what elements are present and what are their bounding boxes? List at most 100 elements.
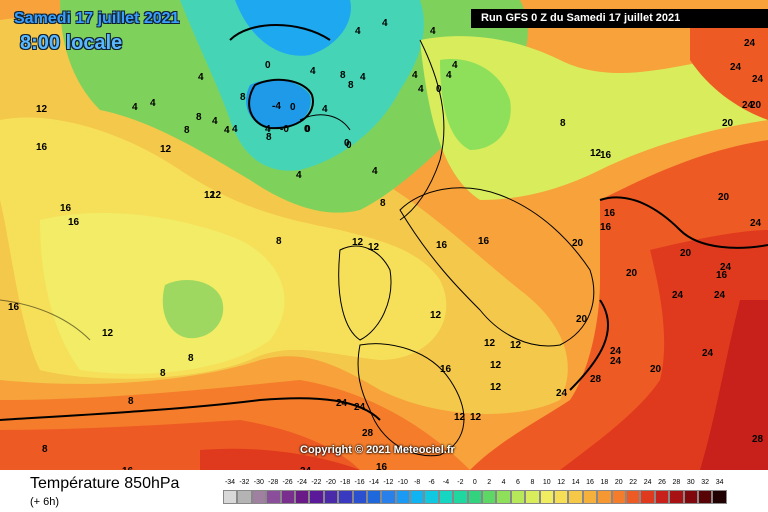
isotherm-label: 24 xyxy=(300,466,311,470)
isotherm-label: 16 xyxy=(478,236,490,247)
isotherm-label: 12 xyxy=(484,338,496,349)
isotherm-label: 12 xyxy=(454,412,466,423)
isotherm-label: 20 xyxy=(718,192,730,203)
scale-label: 30 xyxy=(686,479,695,486)
isotherm-label: 16 xyxy=(36,142,48,153)
scale-label: -2 xyxy=(457,479,464,486)
isotherm-label: 4 xyxy=(382,18,388,29)
isotherm-label: 0 xyxy=(344,138,350,149)
scale-label: -34 xyxy=(224,479,236,486)
scale-label: 28 xyxy=(672,479,681,486)
isotherm-label: 24 xyxy=(702,348,714,359)
isotherm-label: 24 xyxy=(672,290,684,301)
scale-label: -24 xyxy=(296,479,308,486)
isotherm-label: 16 xyxy=(600,222,612,233)
scale-swatch xyxy=(352,490,367,504)
isotherm-label: 24 xyxy=(730,62,742,73)
scale-swatch xyxy=(223,490,238,504)
isotherm-label: 4 xyxy=(224,125,230,136)
isotherm-label: 4 xyxy=(232,124,238,135)
isotherm-label: 12 xyxy=(204,190,216,201)
isotherm-label: 24 xyxy=(752,74,764,85)
isotherm-label: 0 xyxy=(305,124,311,135)
color-scale-bar xyxy=(223,490,727,504)
scale-label: 16 xyxy=(586,479,594,486)
scale-swatch xyxy=(467,490,483,504)
isotherm-label: 0 xyxy=(265,60,271,71)
forecast-date-title: Samedi 17 juillet 2021 xyxy=(14,10,180,27)
isotherm-label: 4 xyxy=(198,72,204,83)
scale-swatch xyxy=(496,490,511,504)
isotherm-label: 4 xyxy=(322,104,328,115)
scale-swatch xyxy=(237,490,252,504)
scale-swatch xyxy=(424,490,439,504)
isotherm-label: 8 xyxy=(196,112,202,123)
isotherm-label: 8 xyxy=(266,132,272,143)
isotherm-label: 4 xyxy=(150,98,156,109)
isotherm-label: 24 xyxy=(556,388,568,399)
isotherm-label: 16 xyxy=(8,302,20,313)
scale-swatch xyxy=(539,490,554,504)
scale-swatch xyxy=(611,490,626,504)
isotherm-label: 16 xyxy=(436,240,448,251)
isotherm-label: 28 xyxy=(752,434,764,445)
isotherm-label: 24 xyxy=(610,356,622,367)
scale-label: -22 xyxy=(311,479,322,486)
scale-label: -28 xyxy=(268,479,279,486)
scale-swatch xyxy=(525,490,540,504)
scale-label: -30 xyxy=(253,479,264,486)
scale-swatch xyxy=(712,490,727,504)
scale-swatch xyxy=(697,490,713,504)
scale-label: -16 xyxy=(354,479,365,486)
scale-label: -26 xyxy=(282,479,293,486)
isotherm-label: 20 xyxy=(722,118,734,129)
scale-label: 12 xyxy=(557,479,566,486)
scale-label: -12 xyxy=(383,479,394,486)
isotherm-label: 12 xyxy=(490,360,502,371)
isotherm-label: 16 xyxy=(122,466,133,470)
scale-swatch xyxy=(640,490,655,504)
scale-label: 6 xyxy=(516,479,520,486)
scale-label: -10 xyxy=(397,479,408,486)
isotherm-label: 4 xyxy=(372,166,378,177)
scale-label: 4 xyxy=(501,479,506,486)
scale-swatch xyxy=(625,490,641,504)
isotherm-label: 8 xyxy=(240,92,246,103)
isotherm-label: 4 xyxy=(430,26,436,37)
isotherm-label: 4 xyxy=(310,66,316,77)
scale-swatch xyxy=(654,490,670,504)
legend-footer: Température 850hPa (+ 6h) -34 -32 -30 -28 -2… xyxy=(0,470,768,512)
isotherm-label: -4 xyxy=(272,101,281,112)
scale-swatch xyxy=(597,490,612,504)
scale-label: 34 xyxy=(715,479,724,486)
scale-swatch xyxy=(510,490,526,504)
isotherm-label: 24 xyxy=(744,38,756,49)
scale-label: 18 xyxy=(600,479,609,486)
scale-label: -6 xyxy=(428,479,435,486)
scale-swatch xyxy=(251,490,267,504)
scale-swatch xyxy=(438,490,454,504)
isotherm-label: 12 xyxy=(510,340,522,351)
scale-swatch xyxy=(266,490,281,504)
isotherm-label: 4 xyxy=(452,60,458,71)
isotherm-label: 8 xyxy=(340,70,346,81)
scale-label: -32 xyxy=(239,479,250,486)
isotherm-label: 20 xyxy=(750,100,762,111)
scale-swatch xyxy=(553,490,569,504)
isotherm-label: 12 xyxy=(430,310,442,321)
isotherm-label: 4 xyxy=(132,102,138,113)
scale-swatch xyxy=(309,490,324,504)
isotherm-label: 28 xyxy=(590,374,602,385)
isotherm-label: 16 xyxy=(600,150,612,161)
scale-label: -18 xyxy=(340,479,351,486)
isotherm-label: 28 xyxy=(362,428,374,439)
scale-label: 10 xyxy=(542,479,551,486)
isotherm-label: 8 xyxy=(160,368,166,379)
isotherm-label: 0 xyxy=(304,124,310,135)
isotherm-label: 12 xyxy=(210,190,222,201)
scale-label: -20 xyxy=(325,479,336,486)
isotherm-label: 8 xyxy=(380,198,386,209)
scale-label: 2 xyxy=(487,479,492,486)
isotherm-label: 20 xyxy=(576,314,588,325)
isotherm-label: 0 xyxy=(436,84,442,95)
